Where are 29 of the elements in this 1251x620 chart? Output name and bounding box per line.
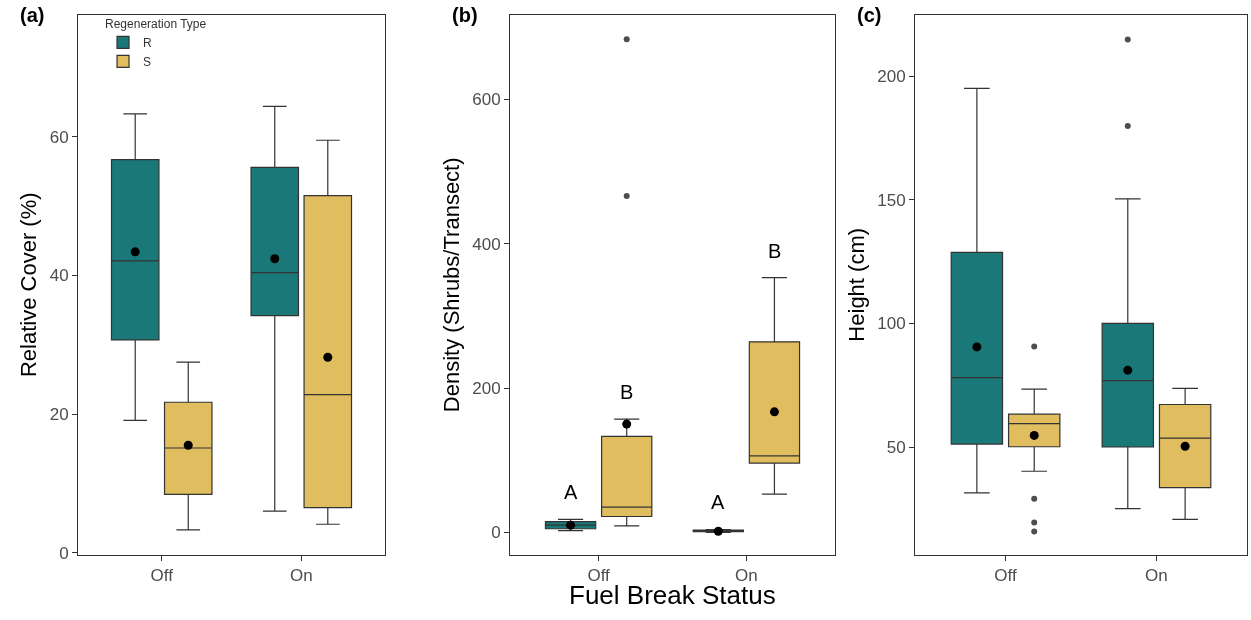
y-axis-title: Density (Shrubs/Transect): [439, 157, 465, 413]
chart-title: (a): [20, 4, 45, 26]
annotation: B: [768, 240, 782, 262]
y-tick-label: 0: [491, 523, 501, 543]
y-tick-label: 400: [472, 234, 501, 254]
annotation: A: [711, 491, 725, 513]
x-tick-label: On: [1145, 566, 1168, 586]
legend-label: R: [143, 36, 153, 51]
y-tick-label: 20: [49, 405, 69, 424]
y-tick-label: 200: [472, 378, 501, 398]
y-tick-label: 60: [49, 127, 69, 147]
y-axis-title: Relative Cover (%): [16, 192, 42, 378]
x-tick-label: On: [289, 566, 313, 586]
chart-title: (c): [857, 4, 882, 26]
y-tick-label: 0: [59, 543, 69, 563]
x-tick-label: Off: [150, 566, 174, 586]
y-tick-label: 600: [472, 90, 501, 110]
legend-title: Regeneration Type: [105, 16, 207, 31]
chart-title: (b): [452, 4, 478, 26]
y-tick-label: 40: [49, 266, 69, 286]
y-tick-label: 100: [877, 314, 906, 334]
x-tick-label: Off: [994, 566, 1017, 586]
y-axis-title: Height (cm): [844, 227, 870, 342]
y-tick-label: 50: [886, 437, 906, 457]
y-tick-label: 150: [877, 190, 906, 210]
y-tick-label: 200: [877, 67, 906, 87]
legend-label: S: [143, 55, 152, 70]
annotation: A: [564, 481, 578, 503]
annotation: B: [620, 381, 634, 403]
